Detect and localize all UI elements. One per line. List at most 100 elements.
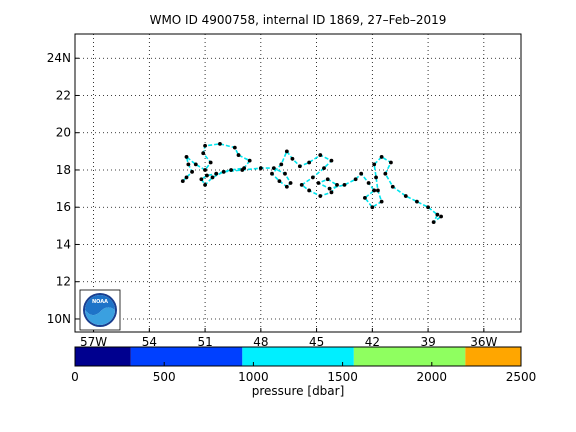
colorbar-band-4 [465, 347, 521, 366]
profile-point-51 [372, 188, 377, 193]
profile-point-50 [366, 181, 371, 185]
profile-point-29 [270, 171, 274, 176]
lat-tick-label-5: 20 [56, 126, 71, 140]
profile-point-60 [383, 171, 388, 176]
profile-point-65 [435, 212, 440, 217]
profile-point-27 [284, 184, 289, 189]
profile-point-31 [284, 149, 289, 154]
profile-point-5 [193, 162, 198, 167]
colorbar-label: pressure [dbar] [252, 384, 345, 398]
profile-point-18 [199, 177, 204, 182]
profile-point-56 [374, 175, 378, 180]
colorbar-tick-label-2: 1000 [238, 370, 269, 384]
profile-point-15 [229, 168, 234, 172]
profile-point-12 [236, 153, 241, 157]
profile-point-20 [210, 175, 215, 180]
profile-point-33 [297, 164, 302, 169]
profile-point-25 [283, 171, 287, 176]
track-line-0 [182, 143, 442, 223]
colorbar-band-0 [75, 347, 131, 366]
lat-tick-label-1: 12 [56, 275, 71, 289]
profile-point-0 [180, 179, 185, 184]
profile-point-17 [205, 173, 209, 178]
latitude-tick-labels: 10N 12 14 16 18 20 22 24N [47, 51, 71, 326]
profile-point-37 [322, 166, 326, 171]
profile-point-30 [279, 162, 284, 167]
profile-point-8 [201, 151, 206, 156]
profile-point-9 [203, 143, 207, 148]
profile-point-58 [379, 155, 384, 159]
profile-point-11 [232, 145, 237, 150]
profile-point-57 [372, 162, 377, 167]
profile-point-4 [184, 155, 189, 159]
profile-point-62 [403, 194, 408, 198]
colorbar-tick-label-5: 2500 [506, 370, 537, 384]
colorbar-band-3 [353, 347, 466, 366]
profile-point-67 [439, 214, 443, 219]
profile-point-64 [426, 205, 430, 210]
profile-point-21 [221, 169, 226, 174]
profile-point-16 [214, 171, 219, 176]
colorbar-bands [75, 347, 521, 366]
profile-point-6 [203, 168, 207, 172]
profile-point-61 [390, 184, 395, 189]
profile-point-23 [258, 166, 263, 171]
lat-tick-label-0: 10N [47, 312, 71, 326]
profile-point-22 [240, 168, 245, 172]
lon-tick-label-2: 51 [197, 335, 212, 349]
lat-tick-label-2: 14 [56, 237, 71, 251]
profile-point-49 [359, 171, 364, 176]
profile-point-46 [327, 186, 332, 191]
profile-point-1 [184, 175, 189, 180]
logo-text: NOAA [92, 299, 108, 305]
profile-point-45 [316, 181, 321, 185]
profile-point-54 [379, 199, 384, 204]
profile-point-47 [342, 182, 347, 187]
map-plot-area: 10N 12 14 16 18 20 22 24N [47, 33, 522, 333]
profile-point-10 [218, 141, 222, 146]
lat-tick-label-4: 18 [56, 163, 71, 177]
lon-tick-label-0: 57W [80, 335, 107, 349]
lon-tick-label-5: 42 [365, 335, 380, 349]
profile-point-13 [247, 158, 252, 163]
profile-point-52 [363, 196, 367, 200]
map-frame [74, 33, 522, 333]
profile-point-2 [190, 169, 194, 174]
longitude-tick-labels: 57W 54 51 48 45 42 39 36W [80, 335, 498, 349]
profile-point-44 [325, 177, 330, 182]
lat-tick-label-7: 24N [47, 51, 71, 65]
profile-point-24 [271, 166, 276, 171]
profile-point-19 [203, 182, 207, 187]
profile-point-59 [389, 160, 393, 165]
profile-point-35 [318, 153, 323, 157]
profile-point-39 [299, 182, 304, 187]
lon-tick-label-4: 45 [309, 335, 324, 349]
float-track [180, 141, 443, 225]
pressure-colorbar: 57W 54 51 48 45 42 39 36W 0 500 1000 1500 2000 2500 … [71, 335, 536, 398]
profile-point-26 [288, 181, 293, 185]
noaa-logo-icon: NOAA [79, 289, 121, 331]
colorbar-band-1 [130, 347, 243, 366]
profile-point-48 [353, 177, 358, 182]
profile-point-36 [329, 158, 334, 163]
colorbar-frame [74, 346, 522, 367]
profile-point-38 [310, 175, 315, 180]
colorbar-tick-label-0: 0 [71, 370, 79, 384]
lon-tick-label-6: 39 [420, 335, 435, 349]
profile-point-40 [307, 188, 312, 193]
profile-point-55 [376, 188, 380, 193]
colorbar-tick-label-1: 500 [153, 370, 176, 384]
colorbar-tick-label-3: 1500 [327, 370, 358, 384]
colorbar-ticks: 0 500 1000 1500 2000 2500 [71, 362, 536, 384]
profile-point-53 [370, 205, 375, 210]
profile-point-43 [335, 182, 339, 187]
chart-title: WMO ID 4900758, internal ID 1869, 27–Feb… [150, 13, 447, 27]
profile-point-32 [290, 156, 295, 161]
profile-point-41 [318, 194, 323, 198]
lon-tick-label-3: 48 [253, 335, 268, 349]
lat-tick-label-6: 22 [56, 88, 71, 102]
lon-tick-label-7: 36W [470, 335, 497, 349]
profile-point-66 [431, 220, 436, 225]
lon-tick-label-1: 54 [142, 335, 157, 349]
